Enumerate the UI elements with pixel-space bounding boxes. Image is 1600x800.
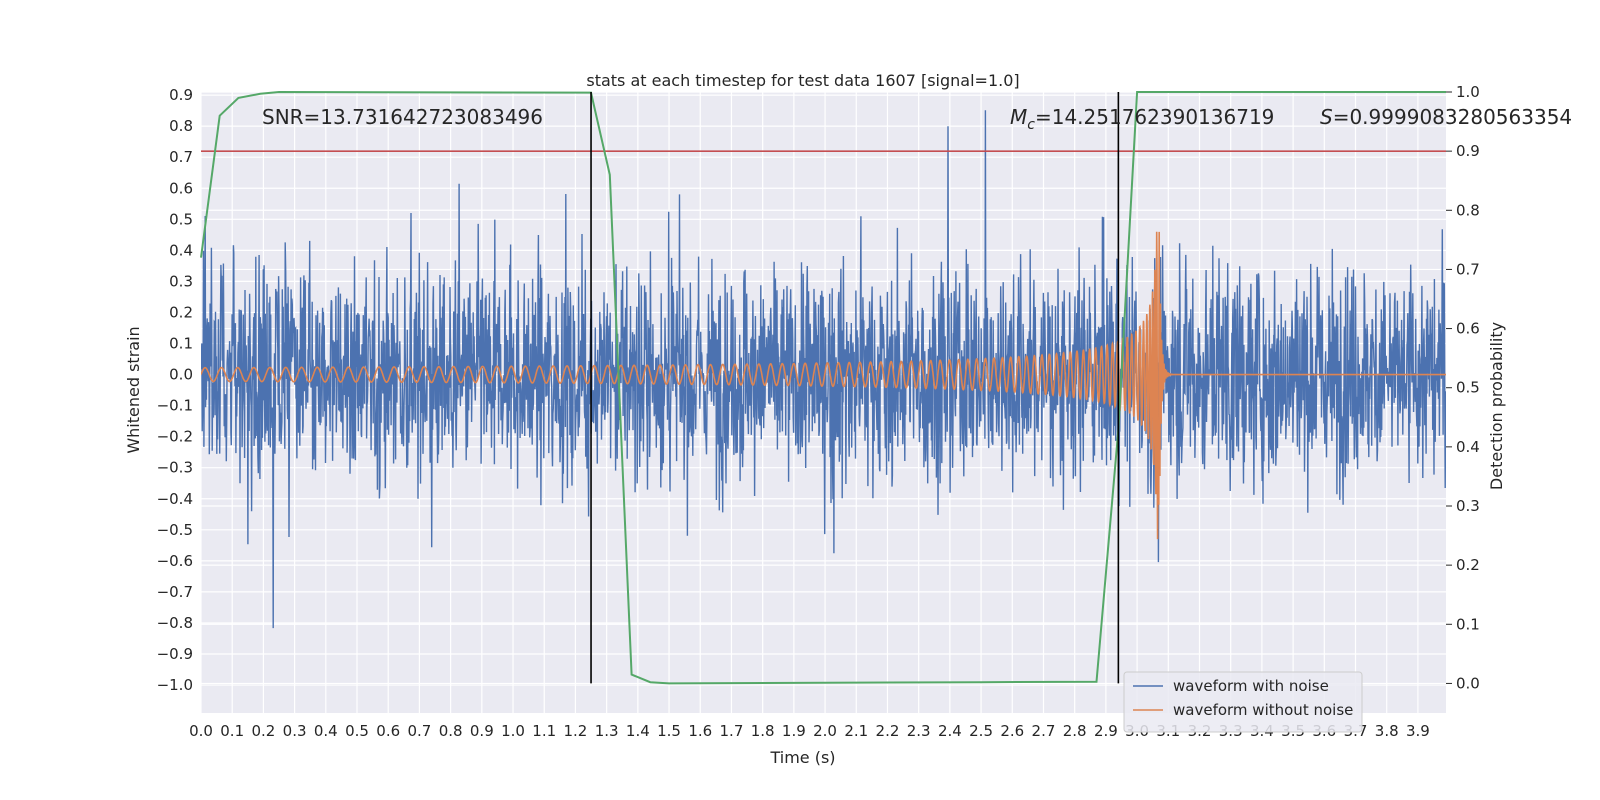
y2-tick-label: 1.0 [1456,83,1480,101]
y-tick-label: 0.1 [169,335,193,353]
chirp-mass-symbol: M [1010,105,1027,129]
x-tick-label: 1.0 [501,722,525,740]
s-symbol: S [1320,105,1333,129]
y-axis-label: Whitened strain [124,326,143,453]
x-tick-label: 2.7 [1032,722,1056,740]
x-tick-label: 2.0 [813,722,837,740]
vertical-markers [590,92,1120,684]
y-tick-label: −0.9 [157,645,193,663]
y-tick-label: 0.8 [169,117,193,135]
s-value: =0.9999083280563354 [1333,105,1572,129]
x-tick-label: 2.4 [938,722,962,740]
y-tick-label: −0.5 [157,521,193,539]
x-tick-label: 0.1 [220,722,244,740]
x-tick-label: 1.5 [657,722,681,740]
y-tick-label: −0.1 [157,397,193,415]
y-tick-label: 0.3 [169,272,193,290]
y-tick-label: −0.7 [157,583,193,601]
x-tick-label: 0.8 [439,722,463,740]
x-tick-label: 2.6 [1000,722,1024,740]
y-axis-ticks: 0.9 0.8 0.7 0.6 0.5 0.4 0.3 0.2 0.1 0.0 −0.1 −0.2 −0… [157,86,193,694]
y2-tick-label: 0.8 [1456,201,1480,219]
legend-label-noise: waveform with noise [1173,677,1329,695]
chirp-mass-annotation: Mc=14.251762390136719 [1010,105,1274,133]
legend: waveform with noise waveform without noi… [1123,671,1363,733]
x-tick-label: 0.9 [470,722,494,740]
y2-tick-label: 0.5 [1456,379,1480,397]
y-tick-label: 0.9 [169,86,193,104]
x-tick-label: 1.2 [564,722,588,740]
y2-tick-label: 0.0 [1456,674,1480,692]
x-tick-label: 1.8 [751,722,775,740]
y2-axis-ticks: 1.0 0.9 0.8 0.7 0.6 0.5 0.4 0.3 0.2 0.1 0.0 [1446,83,1480,692]
y-tick-label: −0.6 [157,552,193,570]
y2-tick-label: 0.9 [1456,142,1480,160]
y2-tick-label: 0.6 [1456,320,1480,338]
series-detection-probability [200,90,1446,685]
y-tick-label: −0.8 [157,614,193,632]
x-tick-label: 3.8 [1375,722,1399,740]
chirp-mass-value: =14.251762390136719 [1035,105,1274,129]
series-waveform-with-noise [201,110,1446,629]
y-tick-label: 0.6 [169,179,193,197]
chart-title: stats at each timestep for test data 160… [586,71,1019,90]
x-tick-label: 1.4 [626,722,650,740]
chirp-mass-subscript: c [1027,117,1035,133]
x-tick-label: 3.9 [1406,722,1430,740]
x-tick-label: 0.6 [376,722,400,740]
y-tick-label: −0.2 [157,428,193,446]
detection-probability-line [200,90,1446,685]
x-tick-label: 0.7 [407,722,431,740]
y-tick-label: 0.7 [169,148,193,166]
y-tick-label: −0.4 [157,490,193,508]
clean-waveform-line [201,231,1446,540]
x-axis-label: Time (s) [769,748,835,767]
y-tick-label: 0.2 [169,303,193,321]
x-tick-label: 0.2 [251,722,275,740]
x-tick-label: 1.3 [595,722,619,740]
y-tick-label: 0.0 [169,366,193,384]
x-tick-label: 0.0 [189,722,213,740]
x-tick-label: 0.5 [345,722,369,740]
x-tick-label: 2.9 [1094,722,1118,740]
y-tick-label: −1.0 [157,676,193,694]
y-tick-label: 0.5 [169,210,193,228]
legend-box [1123,671,1363,733]
x-tick-label: 2.8 [1063,722,1087,740]
x-tick-label: 1.1 [532,722,556,740]
x-tick-label: 2.5 [969,722,993,740]
legend-label-clean: waveform without noise [1173,701,1353,719]
y-tick-label: −0.3 [157,459,193,477]
x-tick-label: 1.9 [782,722,806,740]
y-tick-label: 0.4 [169,241,193,259]
series-waveform-without-noise [201,231,1446,540]
x-tick-label: 2.2 [876,722,900,740]
x-tick-label: 0.4 [314,722,338,740]
x-tick-label: 2.3 [907,722,931,740]
x-tick-label: 1.7 [720,722,744,740]
x-tick-label: 0.3 [283,722,307,740]
y2-tick-label: 0.2 [1456,556,1480,574]
s-annotation: S=0.9999083280563354 [1320,105,1572,129]
y2-tick-label: 0.4 [1456,438,1480,456]
y2-tick-label: 0.1 [1456,615,1480,633]
y2-axis-label: Detection probability [1487,322,1506,490]
snr-annotation: SNR=13.731642723083496 [262,105,543,129]
x-tick-label: 2.1 [844,722,868,740]
x-tick-label: 1.6 [688,722,712,740]
y2-tick-label: 0.7 [1456,260,1480,278]
noise-waveform-line [201,110,1446,629]
y2-tick-label: 0.3 [1456,497,1480,515]
